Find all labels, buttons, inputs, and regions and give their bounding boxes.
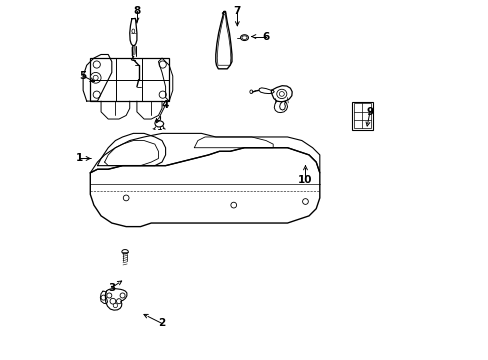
Polygon shape (97, 134, 165, 166)
Text: 10: 10 (298, 175, 312, 185)
Text: 6: 6 (262, 32, 269, 41)
Bar (351, 102, 372, 130)
Circle shape (106, 293, 112, 298)
Polygon shape (155, 119, 163, 127)
Polygon shape (194, 137, 273, 148)
Text: 1: 1 (76, 153, 83, 163)
Text: 8: 8 (133, 6, 140, 17)
Polygon shape (158, 58, 172, 101)
Polygon shape (258, 88, 274, 94)
Text: 4: 4 (162, 100, 169, 110)
Ellipse shape (279, 91, 284, 96)
Circle shape (101, 295, 106, 300)
Polygon shape (90, 148, 319, 226)
Ellipse shape (242, 36, 246, 40)
Circle shape (159, 91, 166, 98)
Text: 7: 7 (233, 6, 241, 17)
Polygon shape (271, 86, 292, 102)
Ellipse shape (276, 89, 286, 99)
Bar (353, 103, 371, 129)
Ellipse shape (240, 35, 248, 41)
Circle shape (120, 293, 125, 298)
Circle shape (110, 298, 116, 304)
Circle shape (159, 61, 166, 68)
Ellipse shape (132, 29, 135, 33)
Ellipse shape (222, 12, 225, 14)
Circle shape (116, 299, 121, 304)
Circle shape (123, 195, 129, 201)
Text: 9: 9 (366, 107, 373, 117)
Circle shape (302, 199, 308, 204)
Circle shape (90, 72, 101, 83)
Polygon shape (104, 140, 158, 166)
Polygon shape (105, 289, 126, 310)
Polygon shape (215, 12, 231, 69)
Polygon shape (129, 19, 137, 45)
Polygon shape (90, 134, 319, 173)
Circle shape (113, 303, 117, 308)
Circle shape (93, 91, 100, 98)
Circle shape (93, 75, 98, 80)
Text: 2: 2 (158, 319, 165, 328)
Circle shape (230, 202, 236, 208)
Circle shape (93, 61, 100, 68)
Polygon shape (100, 291, 107, 304)
Text: 3: 3 (108, 283, 115, 293)
Text: 5: 5 (80, 71, 86, 81)
Ellipse shape (122, 249, 128, 254)
Polygon shape (83, 54, 112, 101)
Ellipse shape (249, 90, 252, 94)
Bar (90, 58, 169, 101)
